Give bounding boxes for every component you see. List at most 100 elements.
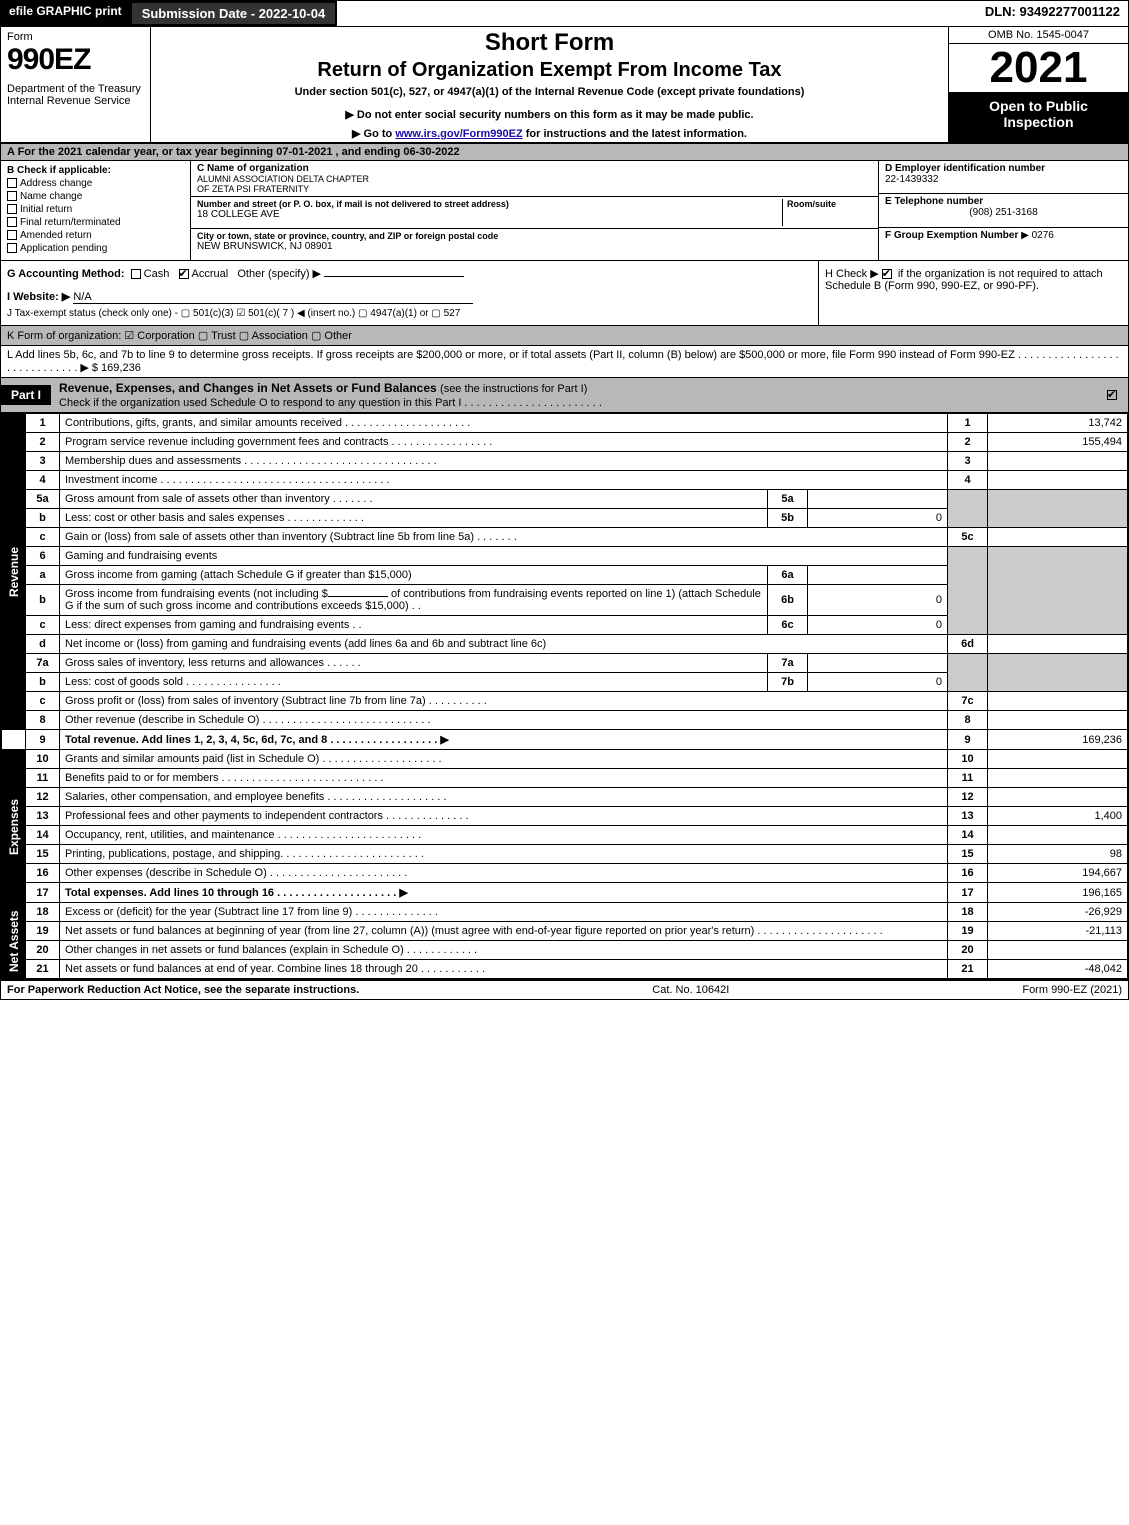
- checkbox-name-change[interactable]: Name change: [7, 191, 184, 202]
- checkbox-schedule-b[interactable]: [882, 269, 892, 279]
- sub-amount: 0: [808, 673, 948, 692]
- line-num: 21: [26, 960, 60, 979]
- line-amount: 196,165: [988, 883, 1128, 903]
- line-desc: Occupancy, rent, utilities, and maintena…: [60, 826, 948, 845]
- line-box: 12: [948, 788, 988, 807]
- part1-title-wrap: Revenue, Expenses, and Changes in Net As…: [51, 378, 1107, 412]
- line-num: b: [26, 585, 60, 616]
- form-container: efile GRAPHIC print Submission Date - 20…: [0, 0, 1129, 1000]
- line-num: 20: [26, 941, 60, 960]
- line-desc: Contributions, gifts, grants, and simila…: [60, 414, 948, 433]
- checkbox-initial-return[interactable]: Initial return: [7, 204, 184, 215]
- line-num: 2: [26, 433, 60, 452]
- section-bcd: B Check if applicable: Address change Na…: [1, 161, 1128, 261]
- line-box: 8: [948, 711, 988, 730]
- line-num: 11: [26, 769, 60, 788]
- shade-cell: [988, 654, 1128, 692]
- line-num: 4: [26, 471, 60, 490]
- line-amount: 1,400: [988, 807, 1128, 826]
- org-name-row: C Name of organization ALUMNI ASSOCIATIO…: [191, 161, 878, 197]
- line-box: 3: [948, 452, 988, 471]
- shade-cell: [948, 490, 988, 528]
- row-a-tax-year: A For the 2021 calendar year, or tax yea…: [1, 144, 1128, 161]
- section-ghi: G Accounting Method: Cash Accrual Other …: [1, 261, 1128, 326]
- efile-print-button[interactable]: efile GRAPHIC print: [1, 1, 130, 26]
- line-desc: Net income or (loss) from gaming and fun…: [60, 635, 948, 654]
- checkbox-cash[interactable]: [131, 269, 141, 279]
- line-box: 20: [948, 941, 988, 960]
- footer-left: For Paperwork Reduction Act Notice, see …: [7, 984, 359, 996]
- line-num: 8: [26, 711, 60, 730]
- line-amount: [988, 635, 1128, 654]
- org-name-label: C Name of organization: [197, 163, 872, 174]
- line-num: b: [26, 673, 60, 692]
- footer-right: Form 990-EZ (2021): [1022, 984, 1122, 996]
- checkbox-address-change[interactable]: Address change: [7, 178, 184, 189]
- checkbox-application-pending[interactable]: Application pending: [7, 243, 184, 254]
- h-text1: H Check ▶: [825, 268, 882, 280]
- form-word: Form: [7, 31, 144, 43]
- line-box: 19: [948, 922, 988, 941]
- address-label: Number and street (or P. O. box, if mail…: [197, 199, 782, 209]
- line-amount: 13,742: [988, 414, 1128, 433]
- ghi-left: G Accounting Method: Cash Accrual Other …: [1, 261, 818, 325]
- line-desc: Gross income from fundraising events (no…: [60, 585, 768, 616]
- line-desc: Net assets or fund balances at beginning…: [60, 922, 948, 941]
- line-box: 15: [948, 845, 988, 864]
- l-gross-receipts: L Add lines 5b, 6c, and 7b to line 9 to …: [1, 346, 1128, 378]
- line-num: b: [26, 509, 60, 528]
- shade-cell: [948, 547, 988, 635]
- line-box: 18: [948, 903, 988, 922]
- line-num: 9: [26, 730, 60, 750]
- line-num: c: [26, 692, 60, 711]
- line-num: d: [26, 635, 60, 654]
- line-box: 21: [948, 960, 988, 979]
- line-desc: Gross profit or (loss) from sales of inv…: [60, 692, 948, 711]
- line-amount: [988, 528, 1128, 547]
- line-amount: [988, 788, 1128, 807]
- checkbox-final-return[interactable]: Final return/terminated: [7, 217, 184, 228]
- line-desc: Grants and similar amounts paid (list in…: [60, 750, 948, 769]
- shade-cell: [948, 654, 988, 692]
- form-header: Form 990EZ Department of the Treasury In…: [1, 27, 1128, 144]
- room-label: Room/suite: [787, 199, 872, 209]
- page-footer: For Paperwork Reduction Act Notice, see …: [1, 979, 1128, 999]
- line-amount: [988, 750, 1128, 769]
- line-desc: Total expenses. Add lines 10 through 16 …: [60, 883, 948, 903]
- line-desc: Investment income . . . . . . . . . . . …: [60, 471, 948, 490]
- line-num: 16: [26, 864, 60, 883]
- line-box: 16: [948, 864, 988, 883]
- line-desc: Gain or (loss) from sale of assets other…: [60, 528, 948, 547]
- phone-row: E Telephone number (908) 251-3168: [879, 194, 1128, 227]
- sub-box: 7a: [768, 654, 808, 673]
- line-num: 12: [26, 788, 60, 807]
- omb-number: OMB No. 1545-0047: [949, 27, 1128, 44]
- line-desc: Less: direct expenses from gaming and fu…: [60, 616, 768, 635]
- checkbox-schedule-o-part1[interactable]: [1107, 390, 1117, 400]
- website-value: N/A: [73, 291, 473, 304]
- checkbox-amended-return[interactable]: Amended return: [7, 230, 184, 241]
- irs-link[interactable]: www.irs.gov/Form990EZ: [395, 128, 522, 140]
- spacer: [337, 1, 977, 26]
- sub-amount: 0: [808, 616, 948, 635]
- line-amount: -26,929: [988, 903, 1128, 922]
- line-amount: [988, 692, 1128, 711]
- line-box: 7c: [948, 692, 988, 711]
- line-amount: 194,667: [988, 864, 1128, 883]
- line-desc: Gross sales of inventory, less returns a…: [60, 654, 768, 673]
- line-amount: -21,113: [988, 922, 1128, 941]
- line-desc: Benefits paid to or for members . . . . …: [60, 769, 948, 788]
- b-heading: B Check if applicable:: [7, 165, 184, 176]
- line-amount: [988, 826, 1128, 845]
- checkbox-accrual[interactable]: [179, 269, 189, 279]
- link-post: for instructions and the latest informat…: [523, 128, 747, 140]
- sub-amount: [808, 654, 948, 673]
- line-desc: Excess or (deficit) for the year (Subtra…: [60, 903, 948, 922]
- column-def: D Employer identification number 22-1439…: [878, 161, 1128, 260]
- line-num: 13: [26, 807, 60, 826]
- line-box: 10: [948, 750, 988, 769]
- ein-value: 22-1439332: [885, 174, 938, 185]
- instructions-line: ▶ Go to www.irs.gov/Form990EZ for instru…: [157, 127, 942, 140]
- line-desc: Other revenue (describe in Schedule O) .…: [60, 711, 948, 730]
- l-text: L Add lines 5b, 6c, and 7b to line 9 to …: [7, 349, 1119, 374]
